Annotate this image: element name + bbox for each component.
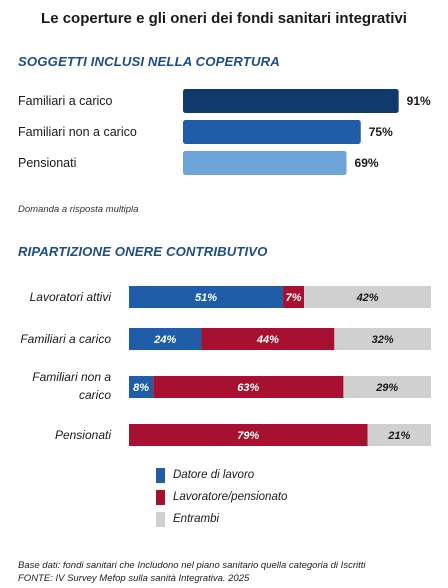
- segment-familiari-a-carico-lavoratore-pensionato: [201, 328, 335, 350]
- footer-source: FONTE: IV Survey Mefop sulla sanità Inte…: [18, 573, 250, 584]
- segment-label-familiari-a-carico-lavoratore-pensionato: 44%: [256, 334, 279, 346]
- segment-label-familiari-non-a-carico-entrambi: 29%: [375, 382, 398, 394]
- bar-pensionati: [183, 151, 347, 175]
- segment-label-pensionati-entrambi: 21%: [387, 430, 410, 442]
- segment-familiari-non-a-carico-lavoratore-pensionato: [153, 376, 344, 398]
- segment-lavoratori-attivi-lavoratore-pensionato: [283, 286, 305, 308]
- category-label-familiari-non-a-carico: Familiari non a carico: [18, 125, 137, 139]
- legend-swatch-employer: [156, 468, 165, 483]
- segment-familiari-non-a-carico-datore-di-lavoro: [129, 376, 154, 398]
- category-label-lavoratori-attivi: Lavoratori attivi: [30, 290, 112, 304]
- segment-label-familiari-a-carico-datore-di-lavoro: 24%: [153, 334, 176, 346]
- value-label-familiari-a-carico: 91%: [407, 94, 431, 108]
- segment-label-lavoratori-attivi-lavoratore-pensionato: 7%: [286, 292, 302, 304]
- legend-label-employer: Datore di lavoro: [173, 469, 255, 481]
- segment-lavoratori-attivi-entrambi: [304, 286, 431, 308]
- coverage-bar-chart: Familiari a carico 91% Familiari non a car…: [18, 89, 431, 175]
- legend-label-both: Entrambi: [173, 513, 220, 525]
- segment-label-familiari-a-carico-entrambi: 32%: [372, 334, 394, 346]
- legend-swatch-both: [156, 512, 165, 527]
- segment-familiari-a-carico-entrambi: [334, 328, 431, 350]
- section-title-contribution: RIPARTIZIONE ONERE CONTRIBUTIVO: [18, 244, 268, 259]
- category-label-familiari-a-carico: Familiari a carico: [18, 94, 113, 108]
- contribution-stacked-bar-chart: Lavoratori attivi 51% 7% 42% Familiari a car…: [20, 286, 431, 446]
- footer-base-data: Base dati: fondi sanitari che Includono …: [18, 560, 366, 571]
- category-label-pensionati: Pensionati: [55, 428, 111, 442]
- segment-lavoratori-attivi-datore-di-lavoro: [129, 286, 284, 308]
- page-title: Le coperture e gli oneri dei fondi sanit…: [41, 10, 407, 27]
- category-label-familiari-a-carico: Familiari a carico: [20, 332, 111, 346]
- legend-swatch-worker: [156, 490, 165, 505]
- legend-label-worker: Lavoratore/pensionato: [173, 491, 288, 503]
- segment-pensionati-entrambi: [367, 424, 431, 446]
- bar-familiari-a-carico: [183, 89, 399, 113]
- segment-familiari-a-carico-datore-di-lavoro: [129, 328, 202, 350]
- category-label-familiari-non-a-carico: Familiari non a carico: [32, 370, 111, 402]
- segment-familiari-non-a-carico-entrambi: [343, 376, 431, 398]
- segment-label-familiari-non-a-carico-lavoratore-pensionato: 63%: [237, 382, 259, 394]
- segment-pensionati-lavoratore-pensionato: [129, 424, 368, 446]
- segment-label-lavoratori-attivi-datore-di-lavoro: 51%: [195, 292, 217, 304]
- section-title-coverage: SOGGETTI INCLUSI NELLA COPERTURA: [18, 54, 280, 69]
- bar-familiari-non-a-carico: [183, 120, 361, 144]
- value-label-pensionati: 69%: [355, 156, 379, 170]
- segment-label-lavoratori-attivi-entrambi: 42%: [356, 292, 379, 304]
- segment-label-familiari-non-a-carico-datore-di-lavoro: 8%: [133, 382, 149, 394]
- note-multiple-answer: Domanda a risposta multipla: [18, 204, 139, 215]
- segment-label-pensionati-lavoratore-pensionato: 79%: [237, 430, 259, 442]
- value-label-familiari-non-a-carico: 75%: [369, 125, 393, 139]
- category-label-pensionati: Pensionati: [18, 156, 76, 170]
